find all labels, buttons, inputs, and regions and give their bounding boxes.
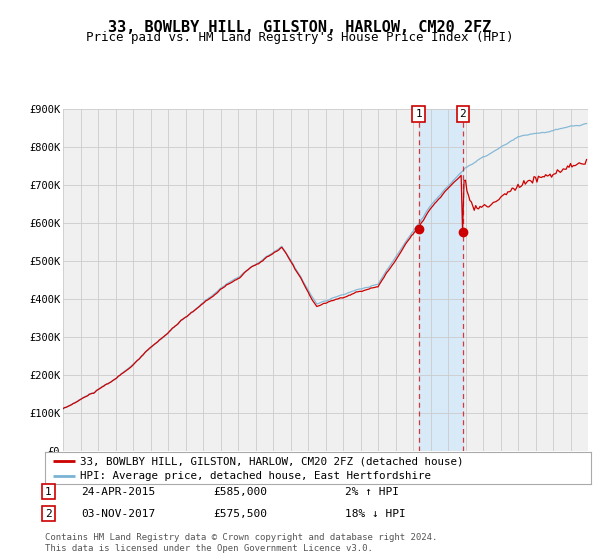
Text: 2% ↑ HPI: 2% ↑ HPI: [345, 487, 399, 497]
Text: 1: 1: [415, 109, 422, 119]
Text: 03-NOV-2017: 03-NOV-2017: [81, 508, 155, 519]
Text: 2: 2: [45, 508, 52, 519]
Text: 33, BOWLBY HILL, GILSTON, HARLOW, CM20 2FZ: 33, BOWLBY HILL, GILSTON, HARLOW, CM20 2…: [109, 20, 491, 35]
Text: Price paid vs. HM Land Registry's House Price Index (HPI): Price paid vs. HM Land Registry's House …: [86, 31, 514, 44]
Bar: [419, 109, 463, 451]
Text: 2: 2: [460, 109, 466, 119]
Text: HPI: Average price, detached house, East Hertfordshire: HPI: Average price, detached house, East…: [80, 472, 431, 481]
Text: 18% ↓ HPI: 18% ↓ HPI: [345, 508, 406, 519]
Text: 1: 1: [45, 487, 52, 497]
Text: 33, BOWLBY HILL, GILSTON, HARLOW, CM20 2FZ (detached house): 33, BOWLBY HILL, GILSTON, HARLOW, CM20 2…: [80, 456, 464, 466]
Text: 24-APR-2015: 24-APR-2015: [81, 487, 155, 497]
Text: Contains HM Land Registry data © Crown copyright and database right 2024.
This d: Contains HM Land Registry data © Crown c…: [45, 533, 437, 553]
Text: £585,000: £585,000: [213, 487, 267, 497]
Text: £575,500: £575,500: [213, 508, 267, 519]
